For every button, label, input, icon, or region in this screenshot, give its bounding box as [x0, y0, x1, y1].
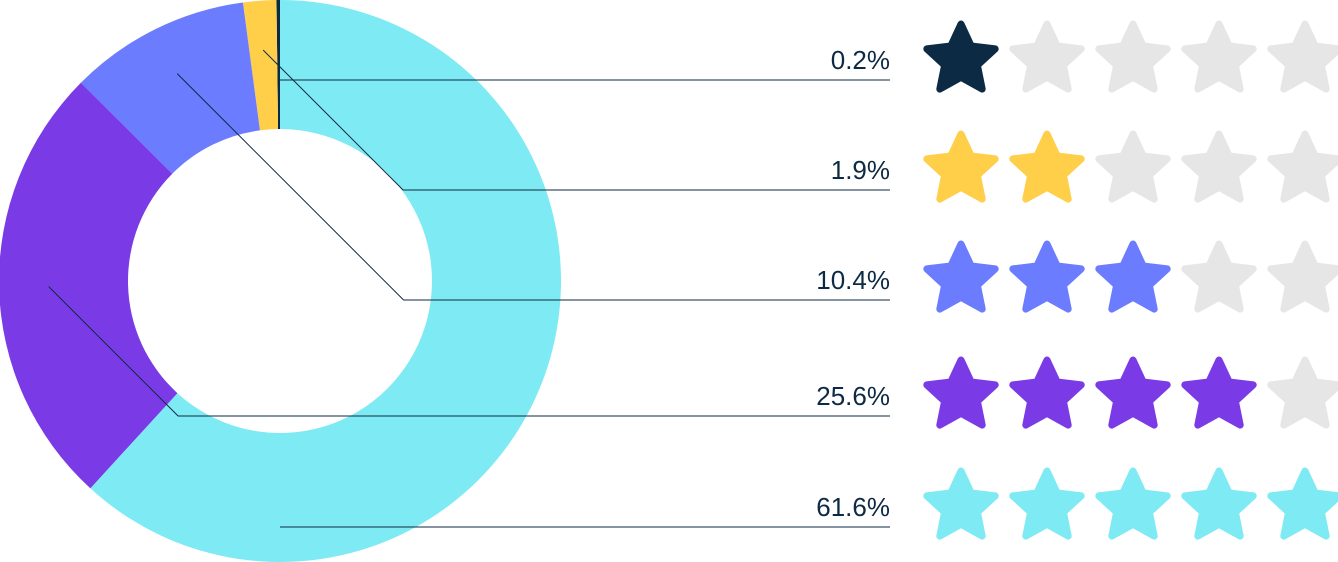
percent-label-3-star: 10.4%	[816, 265, 890, 295]
star-ratings	[923, 20, 1338, 540]
donut-slices	[0, 0, 561, 562]
percent-label-5-star: 61.6%	[816, 492, 890, 522]
empty-star-icon	[1181, 130, 1257, 203]
filled-star-icon	[1181, 467, 1257, 540]
percent-label-1-star: 0.2%	[831, 45, 890, 75]
star-rating-row-4	[923, 356, 1338, 429]
percent-label-2-star: 1.9%	[831, 155, 890, 185]
empty-star-icon	[1181, 240, 1257, 313]
donut-slice-2-star	[242, 0, 279, 131]
leader-line-4-star	[48, 286, 890, 417]
empty-star-icon	[1095, 20, 1171, 93]
filled-star-icon	[1009, 356, 1085, 429]
filled-star-icon	[1267, 467, 1338, 540]
leader-line-1-star	[278, 79, 890, 129]
empty-star-icon	[1009, 20, 1085, 93]
filled-star-icon	[923, 356, 999, 429]
filled-star-icon	[923, 467, 999, 540]
filled-star-icon	[923, 20, 999, 93]
filled-star-icon	[1009, 467, 1085, 540]
leader-line-2-star	[262, 49, 890, 191]
empty-star-icon	[1181, 20, 1257, 93]
percent-label-4-star: 25.6%	[816, 381, 890, 411]
star-rating-row-5	[923, 467, 1338, 540]
donut-slice-4-star	[0, 82, 178, 489]
filled-star-icon	[1095, 240, 1171, 313]
star-rating-row-3	[923, 240, 1338, 313]
filled-star-icon	[1009, 240, 1085, 313]
star-rating-row-1	[923, 20, 1338, 93]
filled-star-icon	[1095, 467, 1171, 540]
filled-star-icon	[1181, 356, 1257, 429]
filled-star-icon	[1095, 356, 1171, 429]
star-rating-row-2	[923, 130, 1338, 203]
empty-star-icon	[1267, 240, 1338, 313]
donut-slice-3-star	[80, 2, 260, 174]
empty-star-icon	[1095, 130, 1171, 203]
leader-line-3-star	[176, 73, 890, 301]
filled-star-icon	[1009, 130, 1085, 203]
empty-star-icon	[1267, 356, 1338, 429]
empty-star-icon	[1267, 130, 1338, 203]
leader-lines	[48, 49, 890, 528]
percent-labels: 0.2% 1.9% 10.4% 25.6% 61.6%	[816, 45, 890, 522]
filled-star-icon	[923, 240, 999, 313]
empty-star-icon	[1267, 20, 1338, 93]
filled-star-icon	[923, 130, 999, 203]
donut-slice-5-star	[90, 0, 561, 562]
